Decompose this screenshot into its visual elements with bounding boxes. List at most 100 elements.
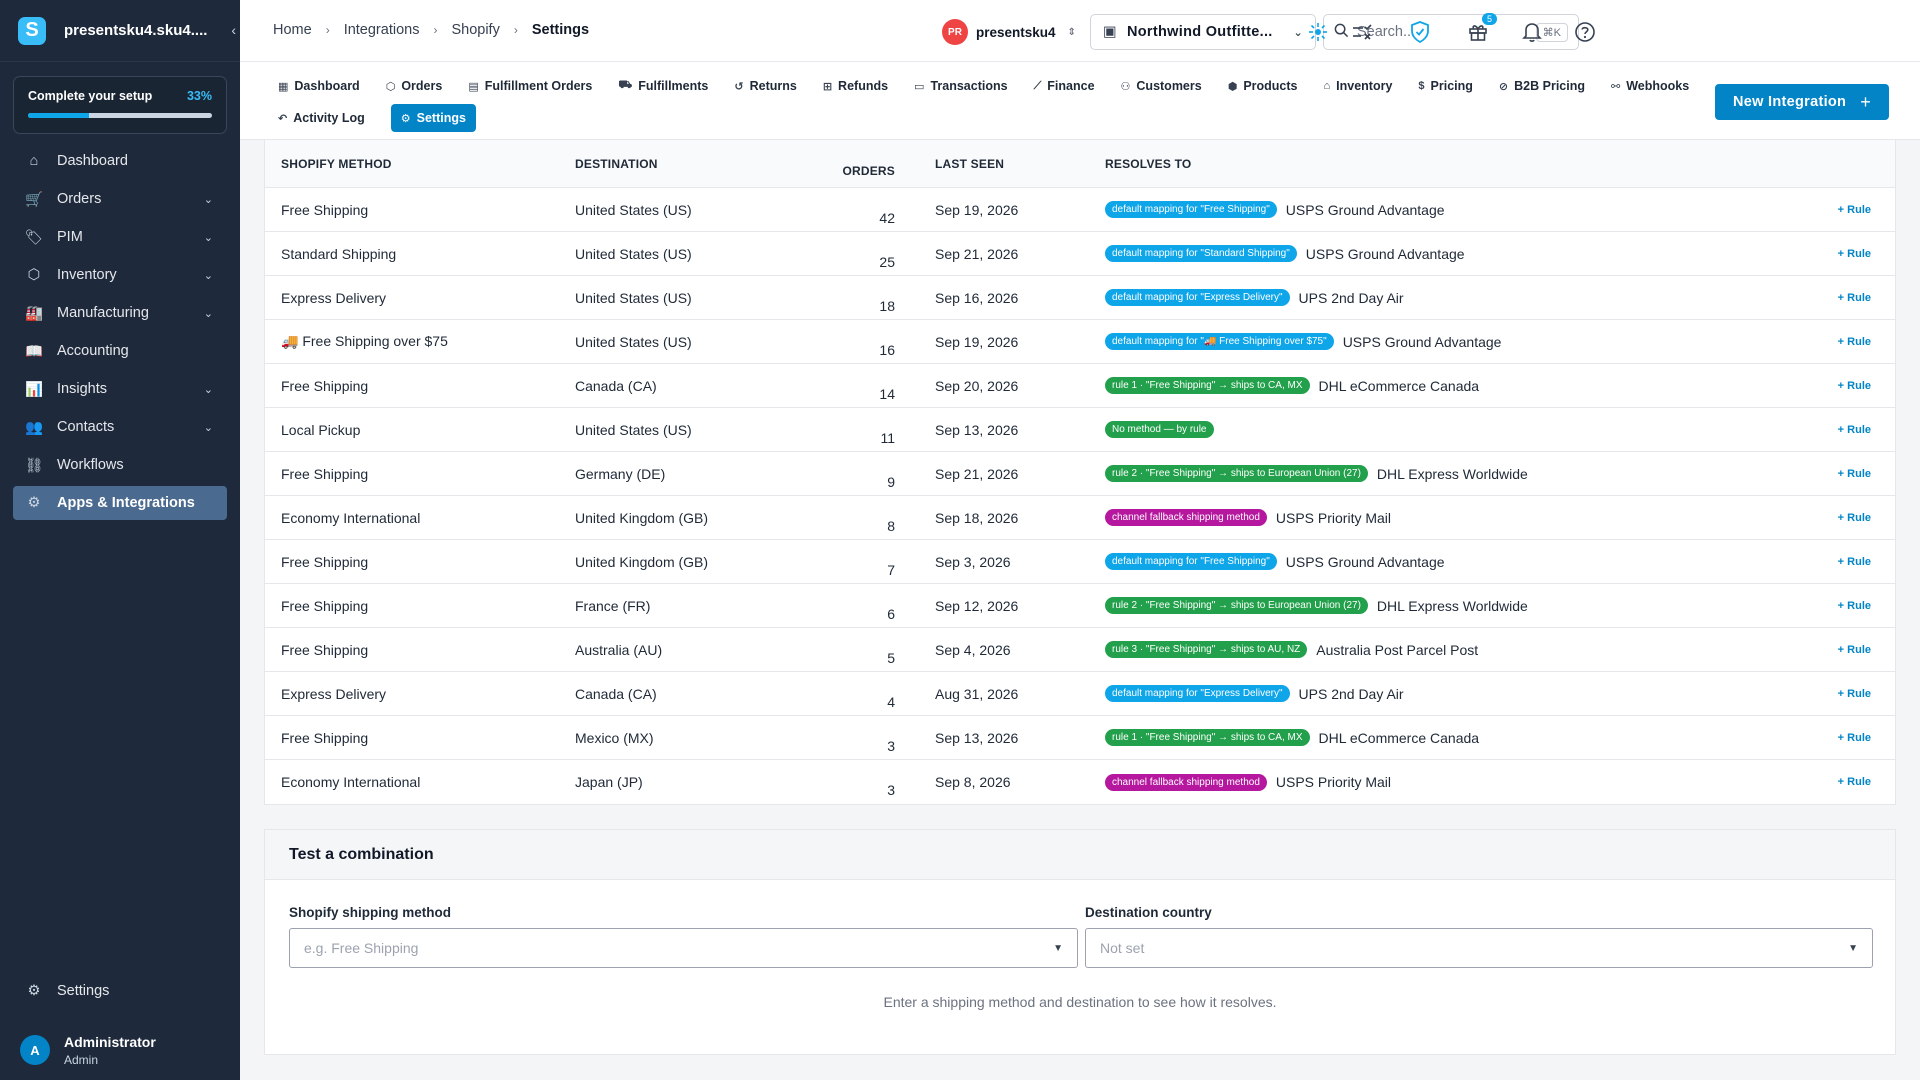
add-rule-button[interactable]: + Rule [1838, 644, 1871, 656]
add-rule-button[interactable]: + Rule [1838, 292, 1871, 304]
add-rule-button[interactable]: + Rule [1838, 600, 1871, 612]
last-seen-cell: Sep 19, 2026 [935, 201, 1019, 218]
shipping-method-select[interactable]: e.g. Free Shipping ▼ [289, 928, 1078, 968]
tab-label: Transactions [930, 79, 1008, 93]
sparkle-icon[interactable] [1305, 19, 1331, 45]
plus-icon: + [1837, 555, 1848, 568]
mapping-source-badge: default mapping for "🚚 Free Shipping ove… [1105, 333, 1334, 350]
tab-activity-log[interactable]: ↶ Activity Log [278, 104, 365, 132]
plus-icon: + [1837, 599, 1848, 612]
people-icon: 👥 [24, 419, 44, 436]
tab-returns[interactable]: ↺ Returns [734, 72, 796, 100]
mapping-source-badge: rule 2 · "Free Shipping" → ships to Euro… [1105, 597, 1368, 614]
table-row[interactable]: Free Shipping United States (US) 42 Sep 19,… [265, 188, 1895, 232]
destination-country-select[interactable]: Not set ▼ [1085, 928, 1873, 968]
sidebar-item-insights[interactable]: 📊 Insights ⌄ [13, 372, 227, 406]
account-switcher[interactable]: PR presentsku4 ⇕ [942, 19, 1076, 45]
add-rule-button[interactable]: + Rule [1838, 512, 1871, 524]
mapping-source-badge: rule 1 · "Free Shipping" → ships to CA, … [1105, 729, 1310, 746]
table-row[interactable]: Free Shipping Mexico (MX) 3 Sep 13, 2026 rul… [265, 716, 1895, 760]
help-icon[interactable] [1572, 19, 1598, 45]
tab-products[interactable]: ⬢ Products [1228, 72, 1298, 100]
sidebar-item-pim[interactable]: 🏷 PIM ⌄ [13, 220, 227, 254]
sidebar-item-workflows[interactable]: ⛓ Workflows [13, 448, 227, 482]
method-field-label: Shopify shipping method [289, 905, 451, 920]
add-rule-button[interactable]: + Rule [1838, 556, 1871, 568]
tab-fulfillment-orders[interactable]: ▤ Fulfillment Orders [468, 72, 592, 100]
setup-progress-card[interactable]: Complete your setup 33% [13, 76, 227, 134]
table-row[interactable]: Express Delivery Canada (CA) 4 Aug 31, 2026… [265, 672, 1895, 716]
tab-dashboard[interactable]: ▦ Dashboard [278, 72, 360, 100]
add-rule-button[interactable]: + Rule [1838, 732, 1871, 744]
table-row[interactable]: Economy International United Kingdom (GB)… [265, 496, 1895, 540]
caret-down-icon: ▼ [1848, 942, 1858, 954]
sidebar-item-apps-integrations[interactable]: ⚙ Apps & Integrations [13, 486, 227, 520]
sidebar-item-accounting[interactable]: 📖 Accounting [13, 334, 227, 368]
tab-transactions[interactable]: ▭ Transactions [914, 72, 1008, 100]
table-row[interactable]: Free Shipping United Kingdom (GB) 7 Sep 3, … [265, 540, 1895, 584]
shield-icon[interactable] [1407, 19, 1433, 45]
user-role: Admin [64, 1052, 99, 1067]
setup-label: Complete your setup [28, 89, 153, 103]
table-row[interactable]: Express Delivery United States (US) 18 Sep … [265, 276, 1895, 320]
new-integration-button[interactable]: New Integration + [1715, 84, 1889, 120]
table-row[interactable]: Free Shipping Australia (AU) 5 Sep 4, 2026 r… [265, 628, 1895, 672]
add-rule-button[interactable]: + Rule [1838, 776, 1871, 788]
tab-fulfillments[interactable]: ⛟ Fulfillments [618, 72, 708, 100]
setup-progress-fill [28, 113, 89, 118]
sidebar-item-contacts[interactable]: 👥 Contacts ⌄ [13, 410, 227, 444]
search-input[interactable] [1357, 24, 1517, 40]
sidebar-item-manufacturing[interactable]: 🏭 Manufacturing ⌄ [13, 296, 227, 330]
add-rule-button[interactable]: + Rule [1838, 468, 1871, 480]
mapping-source-badge: rule 3 · "Free Shipping" → ships to AU, … [1105, 641, 1308, 658]
user-profile[interactable]: A Administrator Admin [0, 1020, 240, 1080]
gift-icon[interactable]: 5 [1465, 13, 1497, 45]
tag-icon: 🏷 [24, 229, 44, 246]
table-row[interactable]: Standard Shipping United States (US) 25 Sep… [265, 232, 1895, 276]
tab-orders[interactable]: ⬡ Orders [386, 72, 443, 100]
table-row[interactable]: Local Pickup United States (US) 11 Sep 13, … [265, 408, 1895, 452]
tab-inventory[interactable]: ⌂ Inventory [1324, 72, 1393, 100]
table-row[interactable]: Free Shipping Canada (CA) 14 Sep 20, 2026 ru… [265, 364, 1895, 408]
breadcrumb-item[interactable]: Shopify [451, 22, 500, 38]
destination-cell: United States (US) [575, 421, 692, 438]
sidebar-item-dashboard[interactable]: ⌂ Dashboard [13, 144, 227, 178]
table-row[interactable]: 🚚 Free Shipping over $75 United States (U… [265, 320, 1895, 364]
tasks-icon[interactable] [1349, 19, 1375, 45]
resolved-carrier: USPS Ground Advantage [1305, 245, 1465, 262]
tab-b2b-pricing[interactable]: ⊘ B2B Pricing [1499, 72, 1585, 100]
tab-customers[interactable]: ⚇ Customers [1121, 72, 1202, 100]
bell-icon[interactable] [1519, 19, 1545, 45]
tab-label: B2B Pricing [1514, 79, 1585, 93]
collapse-sidebar-icon[interactable]: ‹ [231, 22, 236, 38]
tab-pricing[interactable]: $ Pricing [1418, 72, 1473, 100]
sidebar-settings-link[interactable]: ⚙ Settings [0, 974, 240, 1008]
destination-cell: Germany (DE) [575, 465, 666, 482]
add-rule-button[interactable]: + Rule [1838, 336, 1871, 348]
add-rule-button[interactable]: + Rule [1838, 688, 1871, 700]
add-rule-button[interactable]: + Rule [1838, 380, 1871, 392]
tab-settings[interactable]: ⚙ Settings [390, 104, 476, 132]
tab-refunds[interactable]: ⊞ Refunds [823, 72, 888, 100]
brand[interactable]: S presentsku4.sku4.... ‹ [0, 0, 240, 62]
integration-tabs: ▦ Dashboard ⬡ Orders ▤ Fulfillment Orders ⛟ Ful… [240, 62, 1920, 140]
store-selector[interactable]: ▣ Northwind Outfitte... ⌄ [1090, 14, 1316, 50]
chevron-right-icon: › [433, 23, 438, 37]
table-body: Free Shipping United States (US) 42 Sep 19,… [265, 188, 1895, 804]
table-row[interactable]: Economy International Japan (JP) 3 Sep 8, 2… [265, 760, 1895, 804]
add-rule-button[interactable]: + Rule [1838, 424, 1871, 436]
breadcrumb-item[interactable]: Integrations [343, 22, 420, 38]
breadcrumb-item[interactable]: Home [273, 22, 312, 38]
table-row[interactable]: Free Shipping France (FR) 6 Sep 12, 2026 rul… [265, 584, 1895, 628]
shopify-method-cell: Free Shipping [281, 377, 369, 394]
add-rule-button[interactable]: + Rule [1838, 204, 1871, 216]
tab-label: Webhooks [1626, 79, 1690, 93]
sidebar-item-orders[interactable]: 🛒 Orders ⌄ [13, 182, 227, 216]
sidebar-item-inventory[interactable]: ⬡ Inventory ⌄ [13, 258, 227, 292]
shopify-method-cell: Express Delivery [281, 289, 387, 306]
tab-label: Pricing [1430, 79, 1473, 93]
tab-finance[interactable]: ⟋ Finance [1034, 72, 1095, 100]
tab-webhooks[interactable]: ⚯ Webhooks [1611, 72, 1689, 100]
add-rule-button[interactable]: + Rule [1838, 248, 1871, 260]
table-row[interactable]: Free Shipping Germany (DE) 9 Sep 21, 2026 ru… [265, 452, 1895, 496]
